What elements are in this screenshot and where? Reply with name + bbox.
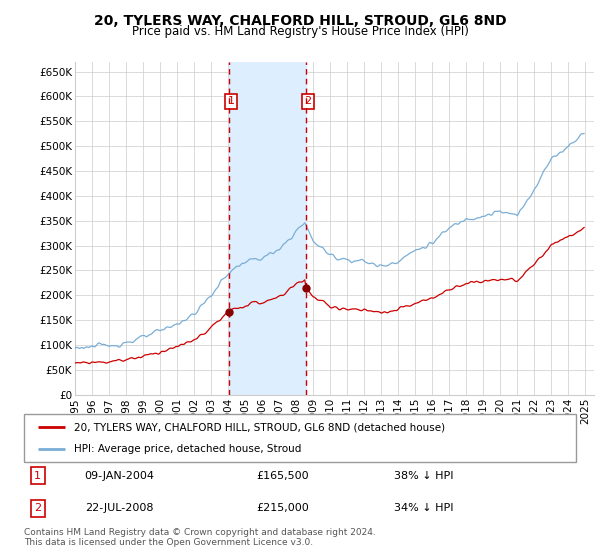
Text: 2: 2: [34, 503, 41, 513]
Text: Contains HM Land Registry data © Crown copyright and database right 2024.
This d: Contains HM Land Registry data © Crown c…: [24, 528, 376, 547]
Text: 1: 1: [228, 96, 235, 106]
Text: 20, TYLERS WAY, CHALFORD HILL, STROUD, GL6 8ND: 20, TYLERS WAY, CHALFORD HILL, STROUD, G…: [94, 14, 506, 28]
Bar: [229, 62, 305, 395]
Text: 20, TYLERS WAY, CHALFORD HILL, STROUD, GL6 8ND (detached house): 20, TYLERS WAY, CHALFORD HILL, STROUD, G…: [74, 422, 445, 432]
Text: 09-JAN-2004: 09-JAN-2004: [85, 470, 155, 480]
Text: 1: 1: [34, 470, 41, 480]
Text: 22-JUL-2008: 22-JUL-2008: [85, 503, 153, 513]
Text: £165,500: £165,500: [256, 470, 308, 480]
Text: Price paid vs. HM Land Registry's House Price Index (HPI): Price paid vs. HM Land Registry's House …: [131, 25, 469, 38]
Text: £215,000: £215,000: [256, 503, 308, 513]
Text: 34% ↓ HPI: 34% ↓ HPI: [394, 503, 454, 513]
Text: HPI: Average price, detached house, Stroud: HPI: Average price, detached house, Stro…: [74, 444, 301, 454]
Text: 38% ↓ HPI: 38% ↓ HPI: [394, 470, 454, 480]
Text: 2: 2: [305, 96, 311, 106]
